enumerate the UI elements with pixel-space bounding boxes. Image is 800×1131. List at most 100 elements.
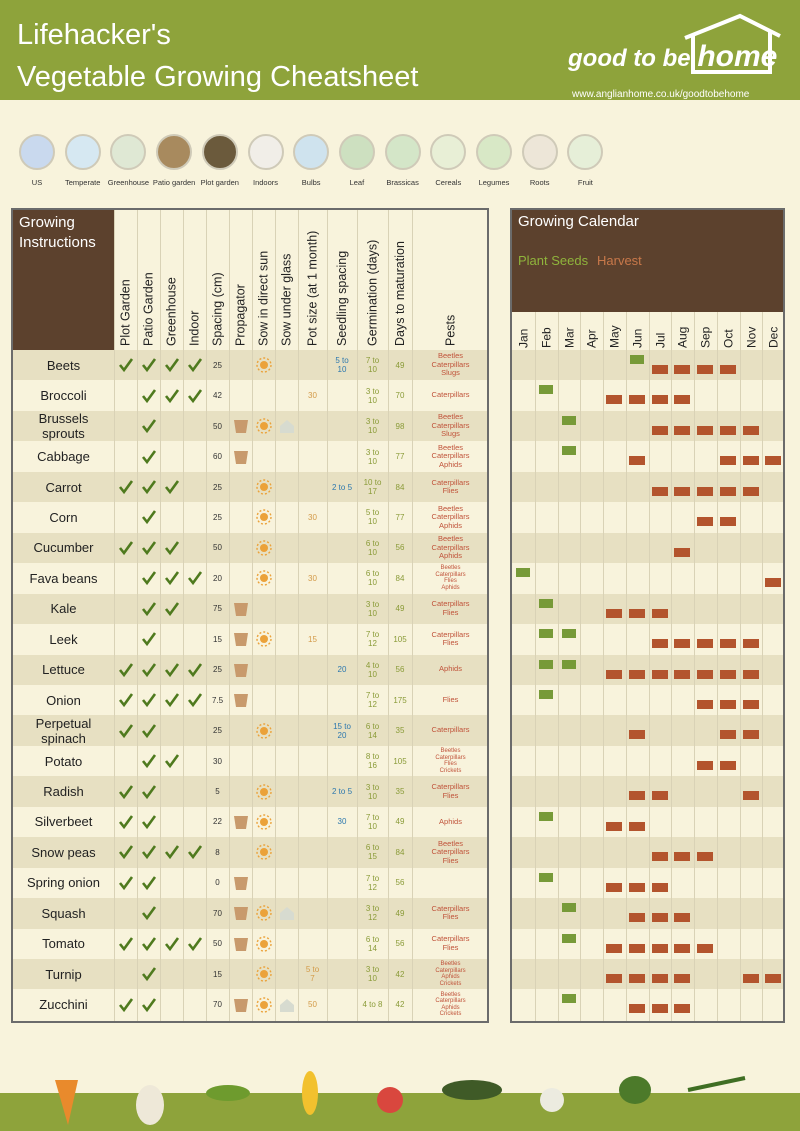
onion [540, 1088, 564, 1112]
check-icon [141, 815, 156, 830]
sun-icon [252, 776, 275, 806]
propagator-icon [229, 594, 252, 624]
pest: Caterpillars [431, 903, 470, 913]
check-stroke [164, 602, 179, 616]
check [183, 563, 206, 593]
sun-rays [255, 936, 272, 952]
row-band [512, 959, 783, 990]
days-value: 49 [395, 360, 405, 370]
row-band [13, 441, 487, 472]
harvest-mark [719, 760, 736, 770]
check [137, 563, 160, 593]
chard [619, 1076, 651, 1104]
harvest-mark [742, 669, 759, 679]
check-icon [118, 876, 133, 891]
check-icon [141, 662, 156, 677]
germination-value: 3 to 10 [365, 447, 380, 466]
plant-seeds-mark [538, 872, 553, 882]
plant-seeds-mark [538, 629, 553, 639]
harvest-mark [674, 486, 691, 496]
row-band [512, 502, 783, 533]
harvest-mark [651, 913, 668, 923]
propagator-icon [229, 929, 252, 959]
check [137, 898, 160, 928]
row-band [13, 684, 487, 716]
check-stroke [141, 541, 156, 556]
check-icon [141, 388, 156, 403]
pea-pod [206, 1085, 250, 1101]
propagator-icon [229, 655, 252, 685]
spacing-value: 15 [213, 634, 222, 644]
check-stroke [141, 876, 156, 891]
pest: Caterpillars [431, 359, 470, 369]
column-line [580, 312, 582, 1021]
pest: Flies [442, 638, 459, 648]
row-name: Onion [46, 692, 81, 708]
check-stroke [164, 358, 179, 373]
check [114, 655, 137, 685]
check-stroke [164, 937, 179, 951]
pot-shape [233, 420, 248, 434]
check-stroke [118, 876, 133, 891]
pest: Caterpillars [431, 451, 470, 461]
sun [255, 540, 272, 556]
germination-value: 7 to 10 [365, 356, 380, 375]
row-band [512, 654, 783, 685]
days-value: 84 [395, 482, 405, 492]
pests-cell: Flies [412, 685, 489, 715]
germination-value: 6 to 10 [365, 538, 380, 557]
spacing-value: 60 [213, 452, 222, 462]
harvest-mark [651, 974, 668, 983]
row-band [512, 684, 783, 716]
pot-icon [233, 602, 248, 616]
harvest-mark [697, 517, 713, 527]
check-stroke [141, 632, 156, 647]
check-icon [141, 997, 156, 1012]
germination-value: 7 to 12 [365, 691, 380, 710]
propagator-icon [229, 411, 252, 441]
check [137, 715, 160, 745]
check-stroke [164, 541, 179, 556]
month-label: Mar [561, 327, 576, 348]
check-stroke [141, 754, 156, 769]
icon-label: Patio garden [152, 178, 196, 187]
pests-cell: Beetles Caterpillars Flies Aphids [412, 563, 489, 593]
days-value: 98 [395, 421, 405, 431]
column-line [762, 312, 764, 1021]
sun-icon [252, 472, 275, 502]
row-band [13, 715, 487, 746]
spacing-value: 42 [213, 391, 222, 401]
check [137, 807, 160, 837]
sun-icon [252, 563, 275, 593]
harvest-mark [651, 365, 668, 374]
sun-rays [255, 479, 272, 495]
pest: Flies [444, 761, 457, 768]
icon [110, 134, 147, 170]
row-band [13, 928, 487, 959]
row-band [13, 624, 487, 655]
propagator-icon [229, 624, 252, 654]
check-stroke [118, 784, 133, 799]
harvest-mark [697, 852, 713, 862]
germination-value: 3 to 12 [365, 904, 380, 923]
spacing-value: 15 [213, 969, 222, 979]
check-icon [118, 480, 133, 495]
row-band [512, 441, 783, 472]
brand-logo [684, 13, 781, 74]
days-value: 84 [395, 573, 405, 583]
sun-rays [255, 966, 272, 982]
harvest-mark [628, 913, 645, 923]
icon [293, 134, 330, 170]
germination-value: 3 to 10 [365, 599, 380, 618]
sun-core [259, 848, 268, 857]
row-name: Radish [43, 784, 84, 800]
check [160, 472, 183, 502]
harvest-mark [628, 395, 645, 405]
plant-seeds-mark [561, 994, 576, 1004]
pot-icon [233, 450, 248, 464]
pests-cell: Caterpillars Flies [412, 624, 489, 654]
harvest-mark [674, 1004, 691, 1014]
pests-cell: Beetles Caterpillars Aphids Crickets [412, 959, 489, 989]
check-icon [141, 784, 156, 799]
row-band [512, 715, 783, 746]
